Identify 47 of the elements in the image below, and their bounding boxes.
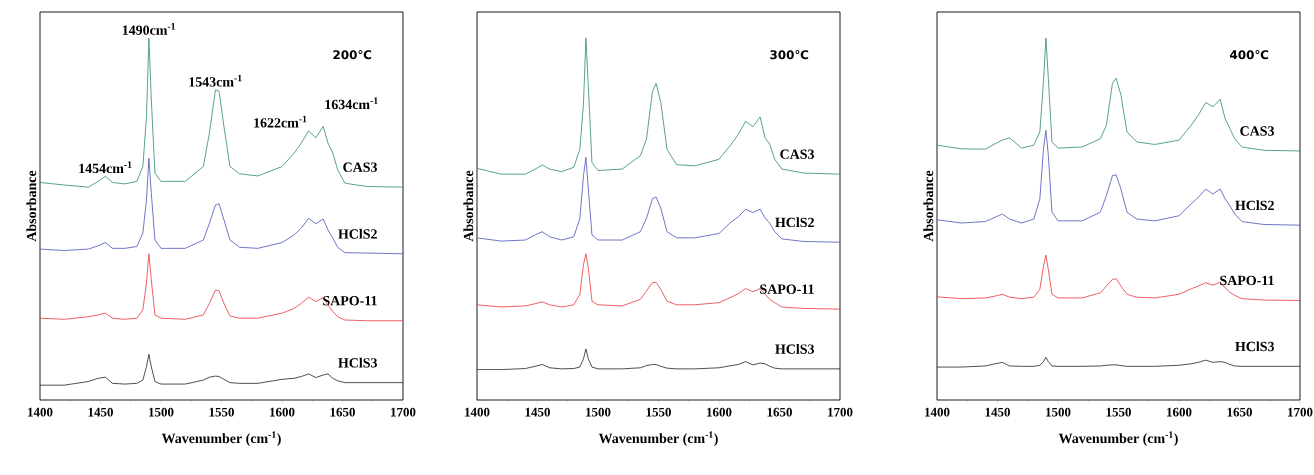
x-tick-label: 1500 — [149, 407, 174, 417]
annotation: 1634cm$^{-1}$ — [325, 97, 378, 110]
series-label: CAS3 — [1240, 126, 1275, 136]
series-label: CAS3 — [343, 162, 377, 172]
annotation: 1622cm$^{-1}$ — [254, 115, 307, 128]
series-label: HClS3 — [775, 343, 815, 354]
series-label: HClS2 — [338, 228, 377, 239]
x-axis-title: Wavenumber (cm$^{-1}$) — [161, 431, 281, 446]
x-axis-title: Wavenumber (cm$^{-1}$) — [598, 431, 718, 446]
x-tick-label: 1650 — [767, 407, 792, 417]
x-tick-label: 1600 — [1167, 407, 1192, 417]
annotation: 1454cm$^{-1}$ — [79, 161, 132, 174]
series-label: SAPO-11 — [323, 296, 377, 306]
x-tick-label: 1500 — [1046, 407, 1071, 417]
x-tick-label: 1500 — [586, 407, 611, 417]
x-tick-label: 1450 — [88, 407, 113, 417]
annotation: 300℃ — [770, 50, 809, 60]
x-tick-label: 1600 — [707, 407, 732, 417]
x-axis-title: Wavenumber (cm$^{-1}$) — [1058, 431, 1178, 446]
x-tick-label: 1600 — [270, 407, 295, 417]
series-label: SAPO-11 — [760, 284, 814, 294]
x-tick-label: 1550 — [646, 407, 671, 417]
x-tick-label: 1400 — [465, 407, 490, 417]
x-tick-label: 1400 — [925, 407, 950, 417]
y-axis-title: Absorbance — [463, 170, 474, 242]
series-label: HClS3 — [1235, 341, 1275, 352]
annotation: 1490cm$^{-1}$ — [122, 23, 176, 35]
x-tick-label: 1450 — [525, 407, 550, 417]
x-tick-label: 1700 — [828, 407, 853, 417]
x-tick-label: 1400 — [28, 407, 53, 417]
x-tick-label: 1700 — [1288, 407, 1313, 417]
series-label: HClS2 — [1235, 200, 1274, 211]
x-tick-label: 1550 — [209, 407, 234, 417]
x-tick-label: 1450 — [985, 407, 1010, 417]
y-axis-title: Absorbance — [923, 170, 934, 242]
annotation: 1543cm$^{-1}$ — [189, 74, 242, 87]
x-tick-label: 1550 — [1106, 407, 1131, 417]
y-axis-title: Absorbance — [26, 170, 37, 242]
x-tick-label: 1650 — [330, 407, 355, 417]
x-tick-label: 1700 — [391, 407, 416, 417]
series-label: SAPO-11 — [1220, 275, 1274, 286]
annotation: 200℃ — [333, 50, 372, 60]
series-label: HClS3 — [338, 357, 378, 368]
x-tick-label: 1650 — [1227, 407, 1252, 417]
series-label: HClS2 — [775, 217, 814, 228]
annotation: 400℃ — [1230, 50, 1269, 60]
series-label: CAS3 — [780, 149, 815, 159]
